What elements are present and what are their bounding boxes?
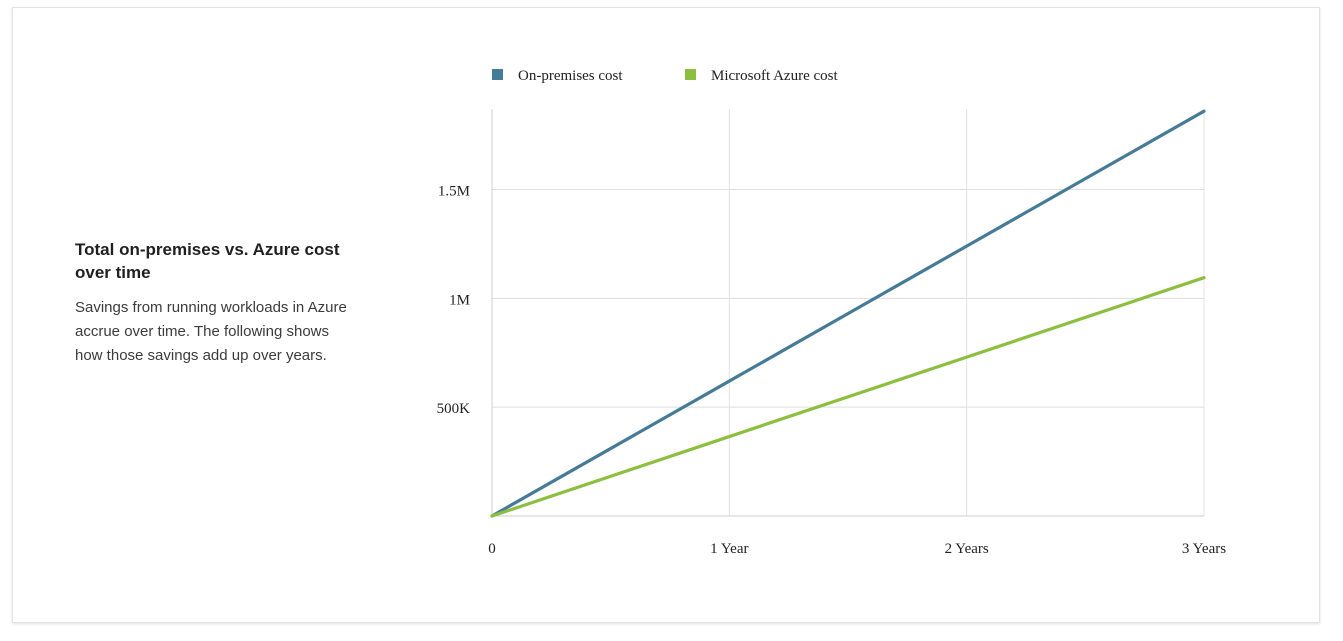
- legend: On-premises cost Microsoft Azure cost: [492, 68, 838, 84]
- y-tick-label: 1.5M: [438, 184, 470, 200]
- legend-swatch: [685, 69, 696, 80]
- legend-label: On-premises cost: [518, 68, 623, 84]
- series-line-azure: [490, 276, 1206, 518]
- legend-label: Microsoft Azure cost: [711, 68, 838, 84]
- x-tick-label: 3 Years: [1182, 541, 1226, 557]
- series-line-on-premises: [490, 109, 1206, 518]
- y-tick-label: 1M: [449, 292, 470, 308]
- x-tick-label: 0: [488, 541, 496, 557]
- y-tick-label: 500K: [437, 401, 471, 417]
- legend-swatch: [492, 69, 503, 80]
- chart-area: 500K 1M 1.5M 0 1 Year 2 Years 3 Years On-premis…: [13, 8, 1321, 624]
- gridlines: [491, 109, 1205, 517]
- description-panel: Total on-premises vs. Azure cost over ti…: [75, 238, 355, 368]
- chart-card: Total on-premises vs. Azure cost over ti…: [12, 7, 1320, 623]
- panel-description: Savings from running workloads in Azure …: [75, 299, 347, 364]
- x-tick-label: 1 Year: [710, 541, 748, 557]
- panel-title: Total on-premises vs. Azure cost over ti…: [75, 240, 340, 282]
- line-chart: 500K 1M 1.5M 0 1 Year 2 Years 3 Years On-premis…: [437, 68, 1227, 557]
- x-tick-label: 2 Years: [945, 541, 989, 557]
